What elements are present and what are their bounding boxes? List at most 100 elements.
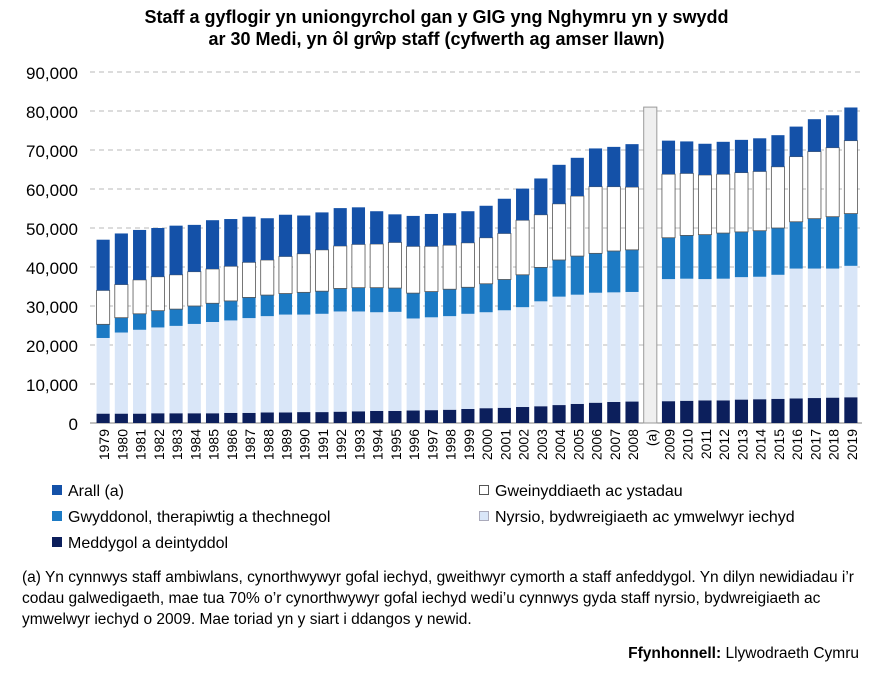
bar-segment-1: [169, 325, 183, 414]
bar-segment-0: [297, 412, 311, 423]
bar-segment-1: [297, 314, 311, 413]
bar-segment-0: [680, 400, 694, 423]
bar-segment-2: [552, 259, 566, 297]
bar-segment-4: [388, 214, 402, 243]
bar-segment-4: [479, 205, 493, 238]
bar-segment-2: [479, 283, 493, 313]
x-tick-label: 1988: [260, 429, 276, 460]
bar-segment-2: [661, 237, 676, 280]
bar-segment-0: [205, 413, 220, 423]
bar-segment-4: [588, 148, 603, 187]
bar-segment-1: [406, 318, 420, 411]
y-tick-label: 20,000: [26, 337, 78, 356]
bar-segment-2: [351, 287, 366, 312]
bar-segment-2: [278, 293, 293, 315]
bar-segment-4: [297, 215, 311, 254]
bar-segment-2: [169, 309, 183, 326]
bar-segment-3: [625, 186, 639, 251]
bar-segment-2: [96, 324, 110, 338]
bar-segment-4: [826, 115, 840, 148]
x-tick-label: 1982: [151, 429, 167, 460]
legend-swatch-arall: [52, 484, 62, 495]
bar-segment-1: [114, 332, 128, 414]
bar-segment-2: [625, 249, 639, 292]
x-tick-label: 2004: [552, 429, 568, 460]
x-tick-label: 1987: [242, 429, 258, 460]
bar-segment-2: [333, 288, 347, 312]
bar-segment-1: [479, 312, 493, 409]
bar-segment-2: [370, 287, 384, 313]
bar-segment-1: [607, 292, 621, 402]
bar-segment-1: [771, 274, 785, 399]
bar-segment-4: [224, 219, 238, 267]
bar-segment-3: [515, 219, 530, 276]
bar-segment-3: [825, 147, 840, 218]
bar-segment-0: [753, 399, 767, 423]
legend-item-nyrsio: Nyrsio, bydwreigiaeth ac ymwelwyr iechyd: [479, 508, 795, 528]
stacked-bar-chart: 0 10,000 20,000 30,000 40,000 50,000 60,000 70,…: [26, 64, 862, 460]
bar-segment-3: [588, 186, 603, 254]
bar-segment-0: [461, 408, 475, 423]
bar-segment-1: [534, 301, 548, 407]
legend-swatch-gwyddonol: [52, 510, 62, 521]
bar-segment-1: [552, 296, 566, 406]
y-tick-label: 0: [69, 415, 78, 434]
bar-segment-3: [187, 271, 202, 307]
bar-segment-2: [753, 230, 767, 277]
bar-segment-2: [607, 251, 621, 293]
bar-segment-3: [752, 171, 767, 232]
bar-segment-2: [388, 288, 402, 312]
x-tick-label: 1990: [297, 429, 313, 460]
bar-segment-0: [315, 412, 329, 423]
bar-segment-1: [826, 268, 840, 398]
bar-segment-4: [96, 239, 110, 291]
legend-swatch-meddygol: [52, 536, 62, 547]
bar-segment-0: [698, 400, 712, 423]
bar-segment-2: [315, 291, 329, 314]
bar-segment-2: [807, 218, 821, 269]
bar-segment-4: [151, 228, 165, 277]
bar-segment-1: [461, 313, 475, 409]
bar-segment-4: [242, 216, 256, 263]
bar-segment-1: [753, 276, 767, 400]
bar-segment-1: [205, 321, 220, 414]
x-tick-label: 1993: [351, 429, 367, 460]
bar-segment-4: [789, 126, 803, 157]
bar-segment-1: [516, 307, 530, 408]
x-tick-label: 2014: [753, 429, 769, 460]
footnote: (a) Yn cynnwys staff ambiwlans, cynorthw…: [22, 569, 854, 628]
bar-segment-4: [661, 140, 676, 175]
bar-segment-4: [333, 208, 347, 246]
bar-segment-1: [424, 317, 438, 411]
bar-segment-3: [770, 166, 785, 229]
x-tick-label: 2013: [734, 429, 750, 460]
x-tick-label: 2003: [534, 429, 550, 460]
y-tick-label: 80,000: [26, 103, 78, 122]
bar-segment-0: [333, 411, 347, 423]
bar-segment-1: [680, 278, 694, 401]
bar-segment-1: [333, 311, 347, 412]
bar-segment-1: [844, 265, 858, 398]
bar-segment-4: [534, 178, 548, 215]
bar-segment-1: [570, 294, 584, 404]
x-tick-label: 1985: [206, 429, 222, 460]
bar-segment-3: [333, 245, 348, 289]
legend-item-gweinyddiaeth: Gweinyddiaeth ac ystadau: [479, 482, 683, 502]
bar-segment-0: [826, 397, 840, 423]
bar-segment-4: [406, 215, 420, 247]
x-tick-label: 1997: [424, 429, 440, 460]
bar-segment-2: [260, 295, 274, 317]
bar-segment-4: [734, 139, 749, 173]
legend-item-gwyddonol: Gwyddonol, therapiwtig a thechnegol: [52, 508, 330, 528]
x-tick-label: 1998: [443, 429, 459, 460]
bar-segment-1: [133, 329, 147, 414]
bar-segment-1: [96, 337, 110, 414]
bar-segment-3: [789, 156, 804, 223]
source-label: Ffynhonnell:: [628, 645, 722, 662]
bar-segment-3: [296, 253, 311, 293]
bar-segment-3: [497, 233, 512, 280]
bar-segment-0: [406, 410, 420, 423]
bar-segment-1: [497, 310, 511, 408]
legend-label-meddygol: Meddygol a deintyddol: [68, 535, 229, 552]
bar-segment-4: [187, 224, 201, 272]
